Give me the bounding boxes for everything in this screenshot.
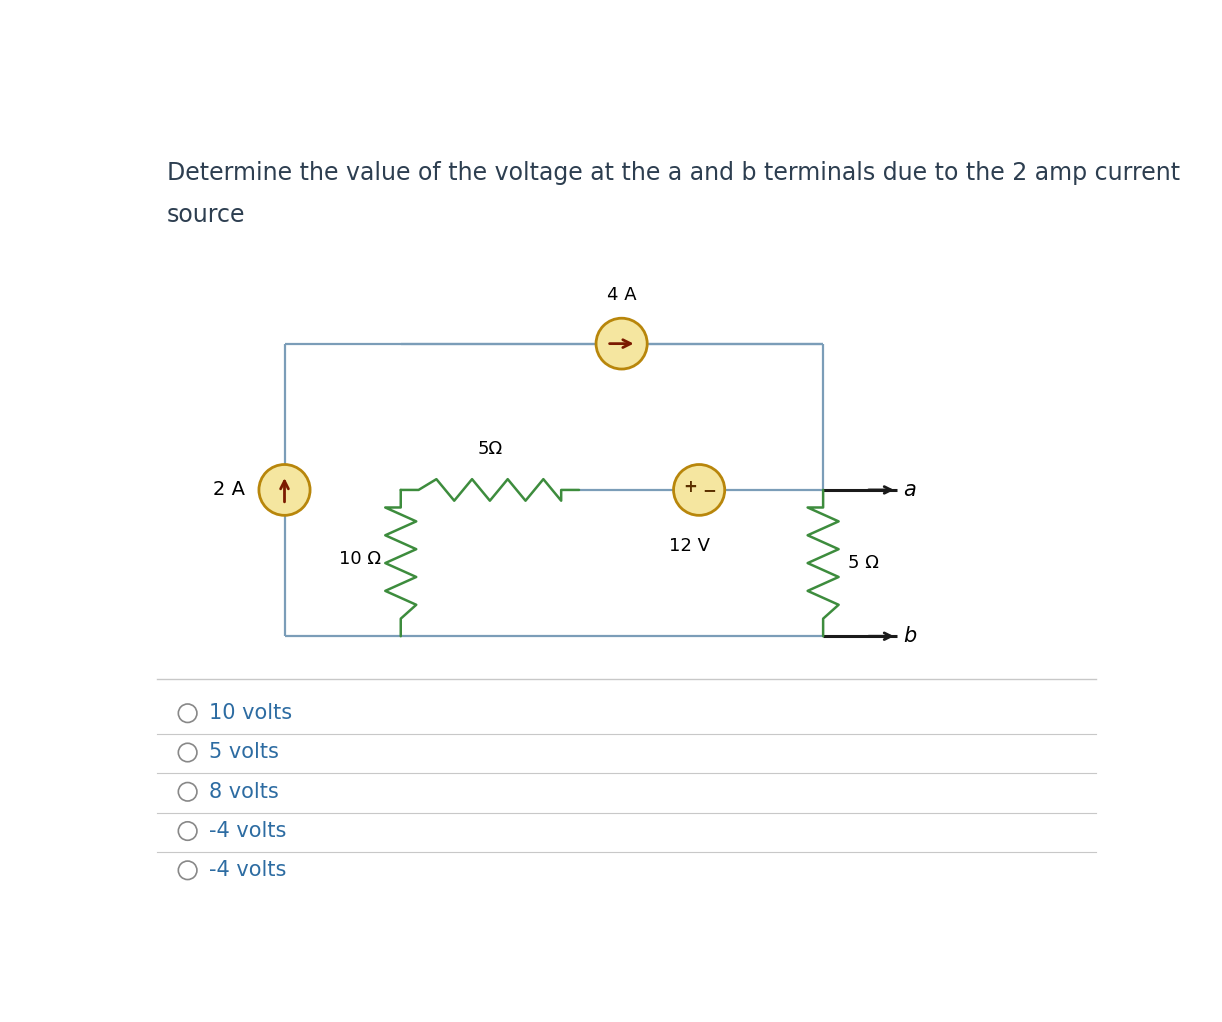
Text: a: a [903, 480, 915, 500]
Text: +: + [683, 478, 698, 496]
Text: -4 volts: -4 volts [209, 861, 286, 880]
Text: 10 volts: 10 volts [209, 703, 292, 724]
Text: b: b [903, 626, 916, 646]
Circle shape [178, 704, 197, 723]
Circle shape [178, 743, 197, 761]
Circle shape [596, 318, 648, 369]
Text: 5 volts: 5 volts [209, 743, 279, 762]
Text: 12 V: 12 V [670, 537, 710, 555]
Text: 5Ω: 5Ω [478, 439, 502, 458]
Text: 4 A: 4 A [607, 286, 637, 305]
Text: 5 Ω: 5 Ω [848, 554, 879, 572]
Text: 10 Ω: 10 Ω [340, 550, 381, 568]
Text: −: − [703, 481, 716, 499]
Text: Determine the value of the voltage at the a and b terminals due to the 2 amp cur: Determine the value of the voltage at th… [166, 161, 1179, 185]
Text: source: source [166, 202, 246, 227]
Circle shape [673, 465, 725, 515]
Text: 2 A: 2 A [213, 480, 244, 500]
Circle shape [178, 783, 197, 801]
Text: -4 volts: -4 volts [209, 821, 286, 841]
Text: 8 volts: 8 volts [209, 782, 279, 802]
Circle shape [259, 465, 310, 515]
Circle shape [178, 862, 197, 880]
Circle shape [178, 822, 197, 840]
